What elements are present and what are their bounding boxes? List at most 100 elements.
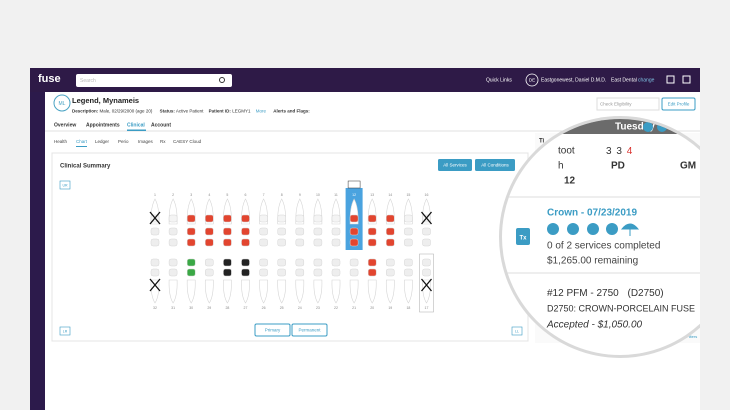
button-label: All Services (443, 163, 467, 168)
tooth-number: 26 (262, 306, 266, 310)
quick-links[interactable]: Quick Links (486, 77, 512, 83)
subtab[interactable]: Rx (160, 139, 166, 144)
subtab[interactable]: CAESY Cloud (173, 139, 202, 144)
tab[interactable]: Appointments (86, 122, 120, 128)
tab[interactable]: Overview (54, 122, 76, 128)
logo: fuse (38, 73, 61, 85)
button[interactable] (254, 323, 291, 337)
tooth-root[interactable] (313, 279, 323, 304)
tooth-surface (168, 238, 178, 247)
more[interactable]: More (256, 109, 267, 114)
tooth-surface (223, 268, 232, 277)
tooth-surface (168, 268, 178, 277)
gm-label: GM (680, 161, 696, 172)
tab[interactable]: Clinical (127, 122, 145, 128)
button-label: All Conditions (481, 163, 509, 168)
label: Status: (160, 109, 176, 114)
icon[interactable] (620, 223, 640, 236)
icon[interactable] (666, 75, 675, 84)
tooth-surface (186, 227, 196, 236)
tooth-root[interactable] (204, 279, 214, 304)
quadrant[interactable] (59, 180, 71, 190)
tooth-number: 28 (225, 306, 229, 310)
tooth-surface (386, 227, 395, 236)
tooth-root[interactable] (186, 279, 196, 304)
subtab[interactable]: Ledger (95, 139, 110, 144)
eligibility-dropdown[interactable] (596, 97, 660, 111)
magnifier: Tuesday × toot h 3 3 4 PD GM 12 Tx Crown… (502, 119, 700, 355)
search-icon[interactable] (219, 77, 225, 83)
icon[interactable] (606, 223, 618, 235)
tooth-crown (386, 214, 395, 223)
tooth-surface (422, 258, 431, 267)
icon[interactable] (682, 75, 691, 84)
subtab[interactable]: Chart (76, 139, 88, 144)
tooth-number: 8 (281, 193, 283, 197)
value: Active Patient (176, 109, 204, 114)
tooth-surface (241, 238, 250, 247)
subtab[interactable]: Perio (118, 139, 129, 144)
magnifier-wrap: Tuesday × toot h 3 3 4 PD GM 12 Tx Crown… (499, 116, 700, 358)
lens (502, 119, 700, 355)
tooth-root[interactable] (367, 279, 377, 304)
tooth-root[interactable] (223, 279, 232, 304)
tooth-surface (404, 227, 413, 236)
tooth-number: 29 (207, 306, 211, 310)
tooth-surface (150, 238, 160, 247)
tooth-root[interactable] (331, 279, 341, 304)
button[interactable] (438, 159, 472, 171)
tooth-menu[interactable] (347, 180, 361, 189)
tooth-surface (331, 238, 341, 247)
tooth-number: 22 (334, 306, 338, 310)
tooth-root[interactable] (349, 279, 359, 304)
tx-label: Tx (519, 236, 527, 242)
tooth-crown (295, 214, 305, 223)
icon[interactable] (643, 122, 653, 132)
office-change[interactable]: change (638, 77, 655, 83)
tooth-root[interactable] (385, 279, 395, 304)
tooth-number: 19 (388, 306, 392, 310)
tooth-root[interactable] (259, 279, 268, 304)
tooth-root[interactable] (404, 279, 413, 304)
avatar[interactable] (525, 73, 539, 87)
tooth-surface (205, 227, 214, 236)
tooth-surface (205, 268, 214, 277)
tooth-surface (386, 258, 395, 267)
pd-label: PD (611, 161, 625, 172)
tooth-surface (295, 258, 305, 267)
tooth-root[interactable] (241, 279, 250, 304)
icon[interactable] (547, 223, 559, 235)
tooth-root[interactable] (277, 279, 287, 304)
pd-value: 4 (627, 146, 633, 157)
button[interactable] (475, 159, 515, 171)
icon[interactable] (567, 223, 579, 235)
quadrant[interactable] (511, 326, 523, 336)
tooth-surface (223, 227, 232, 236)
user-name[interactable]: Eastgonewest, Daniel D.M.D. (541, 77, 606, 83)
tooth-root[interactable] (295, 279, 305, 304)
button[interactable] (291, 323, 328, 337)
tooth-surface (367, 227, 377, 236)
tooth-surface (386, 268, 395, 277)
tooth-surface (422, 268, 431, 277)
subtab[interactable]: Health (54, 139, 68, 144)
tooth-number: 1 (154, 193, 156, 197)
tooth-surface (422, 227, 431, 236)
quadrant[interactable] (59, 326, 71, 336)
tab[interactable]: Account (151, 122, 171, 128)
treatment-title[interactable]: Crown - 07/23/2019 (547, 208, 637, 219)
tooth-outline (419, 253, 434, 313)
tooth-surface (386, 238, 395, 247)
edit-profile-button[interactable] (661, 97, 696, 111)
subtab[interactable]: Images (138, 139, 154, 144)
tooth-number: 9 (299, 193, 301, 197)
tooth-surface (223, 258, 232, 267)
tooth-surface (295, 268, 305, 277)
tooth-root[interactable] (168, 279, 178, 304)
icon[interactable] (587, 223, 599, 235)
pd-values: 3 3 4 (606, 146, 633, 157)
tooth-surface (367, 258, 377, 267)
search-box[interactable] (76, 74, 232, 87)
tooth-number: 2 (172, 193, 174, 197)
